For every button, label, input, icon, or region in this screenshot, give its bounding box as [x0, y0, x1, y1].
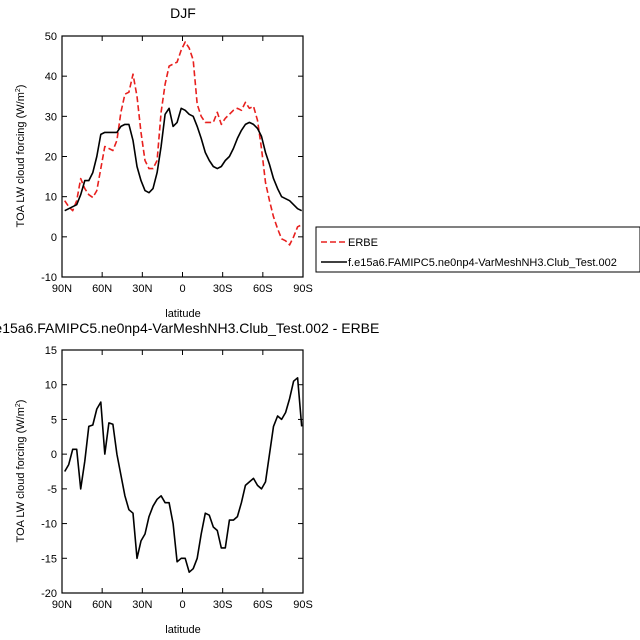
top-x-axis-label: latitude	[165, 308, 200, 320]
bottom-panel: f.e15a6.FAMIPC5.ne0np4-VarMeshNH3.Club_T…	[0, 320, 379, 636]
bottom-xtick-label: 90S	[293, 599, 313, 611]
bottom-ytick-label: -5	[47, 484, 57, 496]
bottom-ytick-label: 10	[45, 380, 57, 392]
top-xtick-label: 0	[179, 283, 185, 295]
top-chart-title: DJF	[170, 5, 196, 21]
bottom-ytick-label: 15	[45, 345, 57, 357]
bottom-xtick-label: 30S	[213, 599, 233, 611]
bottom-xtick-label: 30N	[132, 599, 152, 611]
top-series-line-0	[64, 41, 303, 246]
top-ytick-label: 0	[51, 232, 57, 244]
top-ytick-label: 10	[45, 192, 57, 204]
top-series-group	[64, 41, 303, 246]
top-xtick-label: 30N	[132, 283, 152, 295]
bottom-ytick-label: -10	[41, 519, 57, 531]
bottom-xtick-label: 0	[179, 599, 185, 611]
bottom-xtick-label: 60S	[253, 599, 273, 611]
bottom-series-group	[64, 376, 303, 574]
top-x-ticks: 90N 60N 30N 0 30S 60S 90S	[52, 36, 313, 295]
bottom-chart-title: f.e15a6.FAMIPC5.ne0np4-VarMeshNH3.Club_T…	[0, 320, 379, 336]
bottom-y-axis-label-sup: 2	[15, 403, 22, 407]
top-series-line-1	[64, 107, 303, 212]
bottom-y-ticks: -20 -15 -10 -5 0 5 10 15	[41, 345, 303, 600]
legend-box	[315, 226, 640, 273]
top-y-axis-label-close: )	[15, 85, 27, 89]
top-ytick-label: 40	[45, 71, 57, 83]
top-ytick-label: 30	[45, 111, 57, 123]
top-xtick-label: 30S	[213, 283, 233, 295]
top-y-axis-label-main: TOA LW cloud forcing (W/m	[15, 92, 27, 227]
top-y-axis-label: TOA LW cloud forcing (W/m2)	[15, 85, 27, 228]
bottom-series-line-0	[64, 376, 303, 574]
top-ytick-label: 50	[45, 31, 57, 43]
top-xtick-label: 60N	[92, 283, 112, 295]
legend-label-model: f.e15a6.FAMIPC5.ne0np4-VarMeshNH3.Club_T…	[348, 257, 617, 269]
top-xtick-label: 60S	[253, 283, 273, 295]
bottom-x-axis-label: latitude	[165, 624, 200, 636]
bottom-xtick-label: 60N	[92, 599, 112, 611]
top-panel: DJF -10 0 10 20 30 40 50 90N 60N 30N 0 30S 60S 90S l…	[15, 5, 640, 320]
bottom-xtick-label: 90N	[52, 599, 72, 611]
bottom-ytick-label: -20	[41, 588, 57, 600]
top-y-axis-label-sup: 2	[15, 88, 22, 92]
legend: ERBE f.e15a6.FAMIPC5.ne0np4-VarMeshNH3.C…	[315, 226, 640, 273]
bottom-ytick-label: -15	[41, 553, 57, 565]
legend-label-erbe: ERBE	[348, 237, 378, 249]
top-ytick-label: 20	[45, 152, 57, 164]
bottom-ytick-label: 0	[51, 449, 57, 461]
top-xtick-label: 90S	[293, 283, 313, 295]
top-ytick-label: -10	[41, 272, 57, 284]
bottom-y-axis-label-close: )	[15, 400, 27, 404]
top-xtick-label: 90N	[52, 283, 72, 295]
bottom-ytick-label: 5	[51, 414, 57, 426]
top-y-ticks: -10 0 10 20 30 40 50	[41, 31, 303, 284]
bottom-y-axis-label: TOA LW cloud forcing (W/m2)	[15, 400, 27, 543]
bottom-x-ticks: 90N 60N 30N 0 30S 60S 90S	[52, 350, 313, 611]
bottom-y-axis-label-main: TOA LW cloud forcing (W/m	[15, 407, 27, 542]
